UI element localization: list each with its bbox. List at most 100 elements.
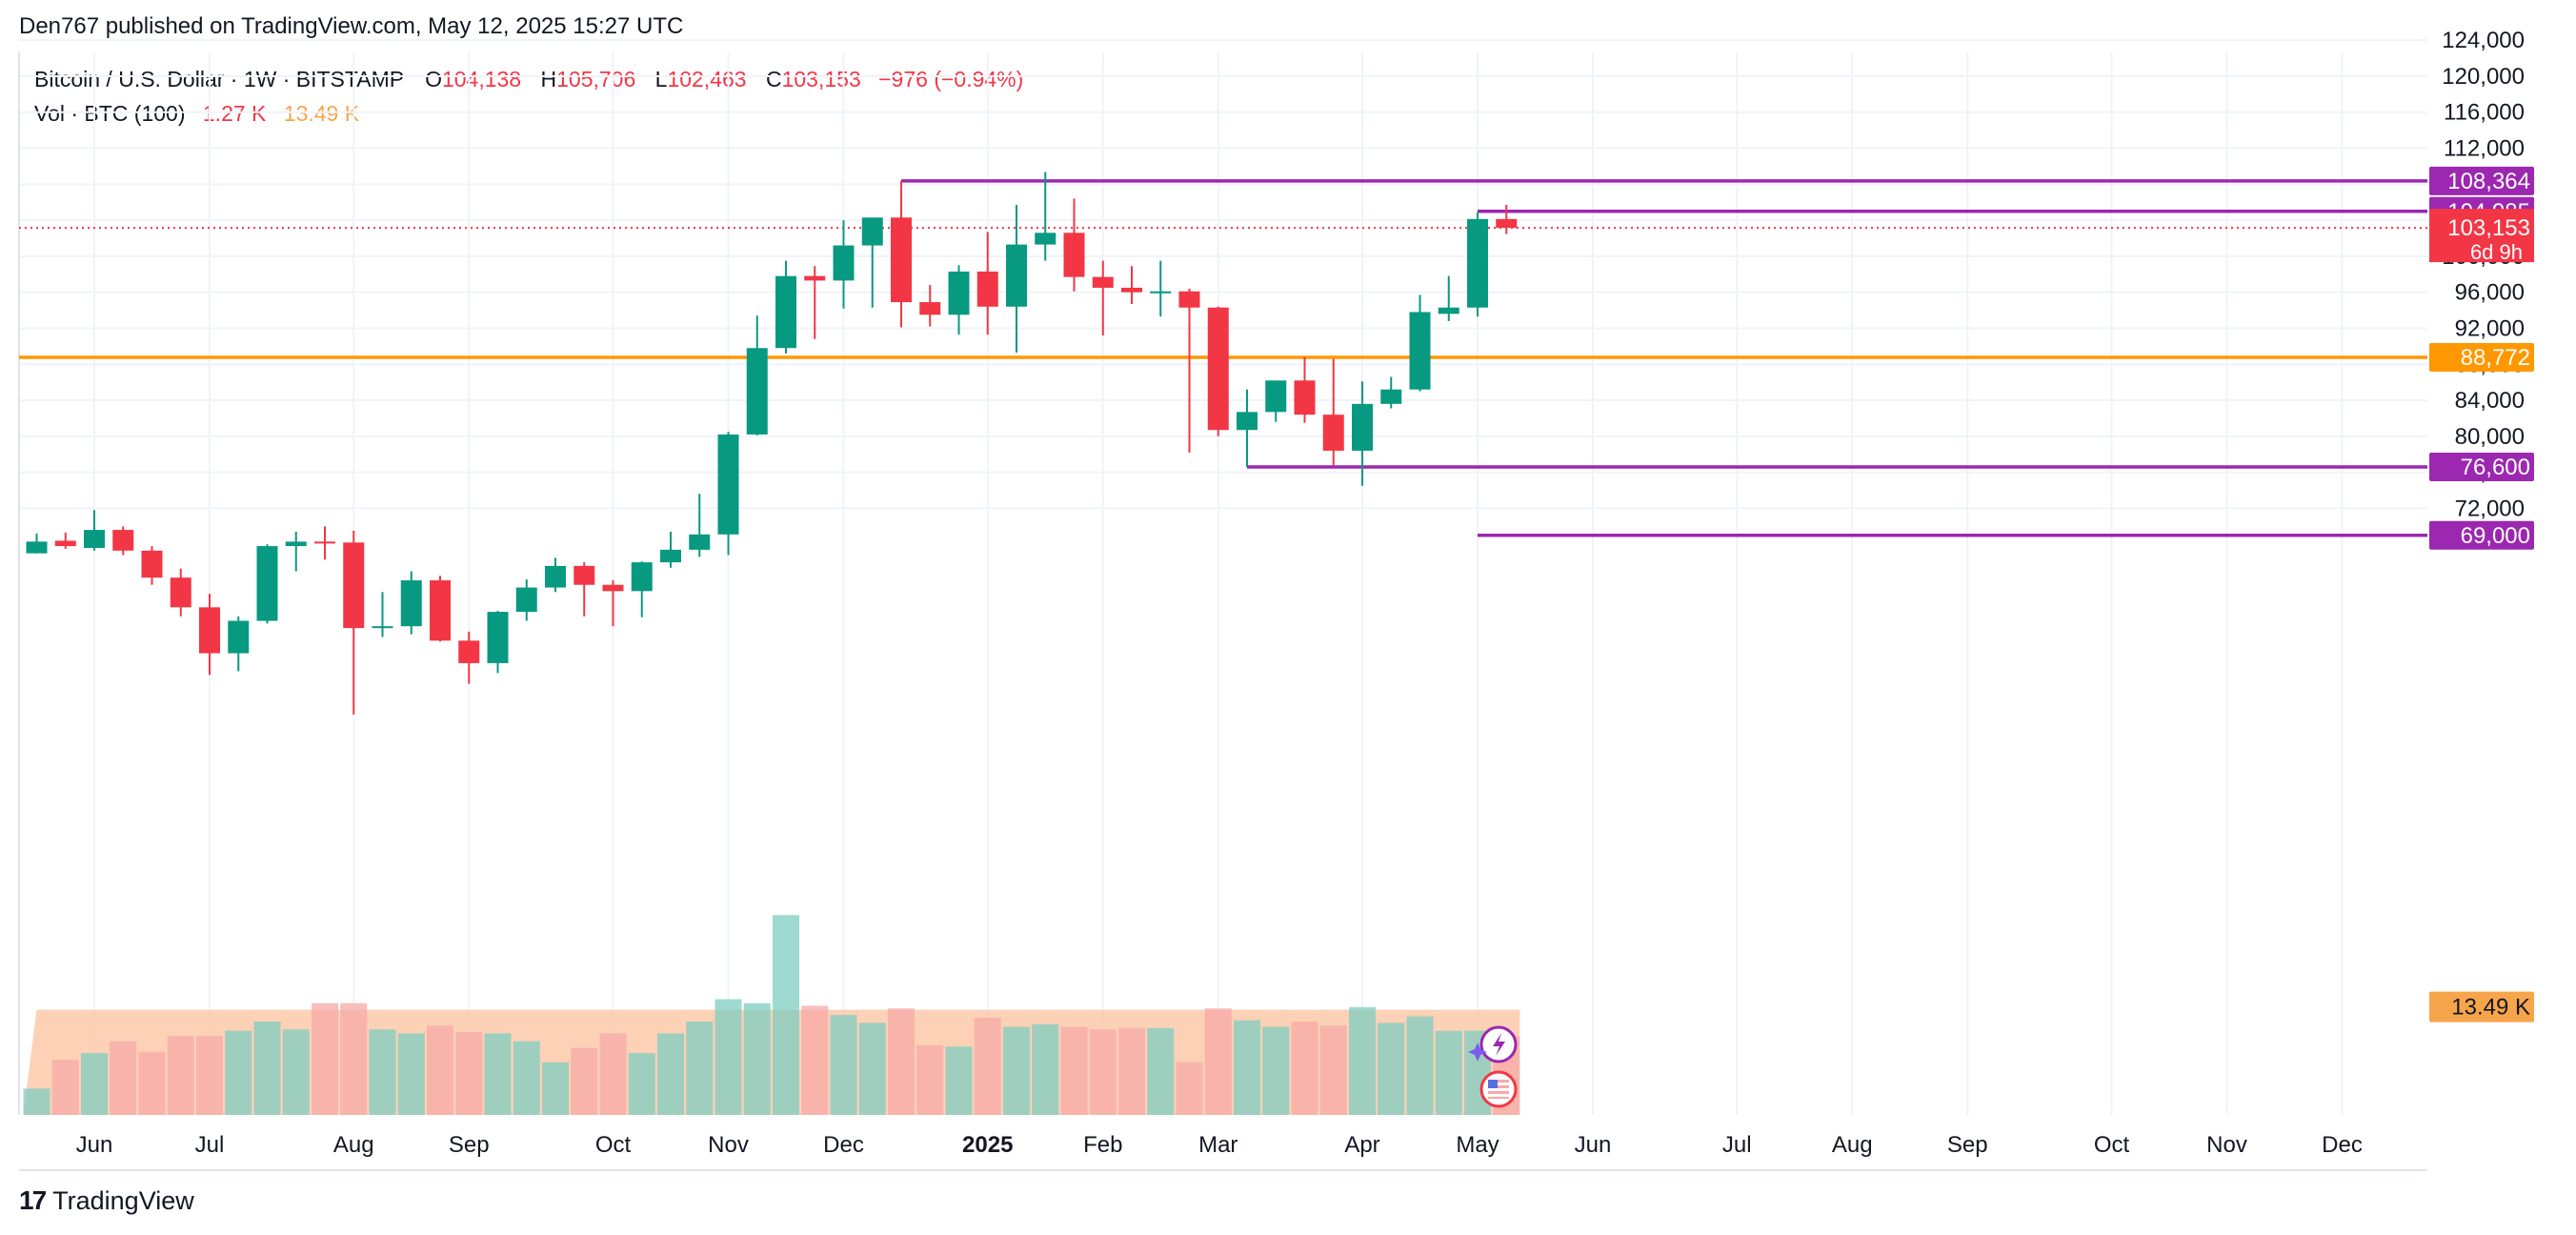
chart-icons (1468, 1025, 1518, 1108)
volume-bar (571, 1047, 598, 1115)
volume-bar (1032, 1023, 1059, 1115)
time-tick-label: May (1456, 1132, 1499, 1158)
candle-body (1063, 233, 1085, 277)
candle-body (1294, 380, 1316, 415)
volume-bar (714, 999, 742, 1115)
volume-label: Vol · BTC (100) (34, 101, 186, 126)
volume-ma-value: 13.49 K (283, 101, 360, 126)
volume-legend: Vol · BTC (100) 1.27 K 13.49 K (34, 101, 359, 127)
time-tick-label: Jul (1722, 1132, 1752, 1158)
price-tick-label: 80,000 (2455, 424, 2525, 450)
candle-body (1237, 412, 1258, 431)
support-76600-badge: 76,600 (2429, 452, 2534, 481)
low-value: 102,463 (667, 67, 747, 91)
candle-body (919, 302, 941, 315)
time-tick-label: Sep (449, 1132, 490, 1158)
time-tick-label: Sep (1947, 1132, 1988, 1158)
price-tick-label: 92,000 (2455, 315, 2525, 341)
last-price-badge-bg (2429, 209, 2534, 263)
volume-bar (1089, 1029, 1117, 1115)
candle-body (314, 541, 335, 544)
ohlc-legend: Bitcoin / U.S. Dollar · 1W · BITSTAMP O1… (34, 67, 1023, 92)
price-tick-label: 72,000 (2455, 496, 2525, 521)
candle-body (1092, 276, 1114, 288)
candle-body (574, 565, 595, 585)
volume-bar (484, 1033, 512, 1115)
candle-body (545, 565, 566, 588)
resistance-108364-badge: 108,364 (2429, 166, 2534, 195)
tradingview-logo-icon: 17 (19, 1185, 47, 1215)
volume-ma-area (23, 1009, 1520, 1115)
candle-body (487, 612, 509, 663)
candle-body (84, 530, 105, 548)
candle-body (515, 587, 537, 613)
volume-bar (312, 1002, 338, 1115)
volume-bar (830, 1015, 857, 1115)
volume-bar (1406, 1016, 1434, 1115)
volume-bar (1291, 1022, 1318, 1115)
volume-bar (974, 1017, 1001, 1115)
support-76600-badge-bg (2429, 452, 2534, 481)
close-value: 103,153 (781, 67, 861, 91)
candle-body (170, 577, 191, 608)
support-88772-badge-text: 88,772 (2461, 345, 2530, 371)
volume-bar (1319, 1025, 1347, 1115)
open-value: 104,138 (441, 67, 522, 91)
price-tick-label: 124,000 (2442, 28, 2525, 53)
candle-body (343, 542, 365, 629)
candle-body (1035, 233, 1057, 245)
volume-pane (23, 915, 1520, 1115)
volume-bar (1378, 1022, 1405, 1115)
candle-body (430, 579, 451, 641)
time-tick-label: Dec (823, 1132, 864, 1158)
flash-icon[interactable] (1468, 1025, 1518, 1063)
volume-bar (916, 1044, 944, 1115)
price-tick-label: 84,000 (2455, 388, 2525, 414)
candle-body (861, 217, 883, 246)
time-tick-label: Aug (333, 1132, 374, 1158)
candle-body (1409, 312, 1431, 390)
candle-body (199, 607, 220, 654)
candle-body (1178, 291, 1200, 308)
volume-bar (1234, 1020, 1260, 1115)
volume-bar (23, 1088, 50, 1115)
brand-label: TradingView (52, 1185, 194, 1215)
candle-body (717, 434, 739, 535)
time-tick-label: Oct (595, 1132, 632, 1158)
candle-body (631, 562, 653, 592)
volume-bar (801, 1005, 829, 1115)
volume-bar (81, 1053, 108, 1115)
volume-bar (455, 1032, 483, 1115)
support-76600-badge-text: 76,600 (2461, 455, 2530, 480)
support-88772-badge: 88,772 (2429, 342, 2534, 372)
candle-body (948, 271, 970, 315)
price-tick-label: 116,000 (2444, 100, 2525, 126)
time-tick-label: Mar (1198, 1132, 1238, 1158)
volume-bar (1204, 1008, 1232, 1115)
time-tick-label: 2025 (962, 1132, 1013, 1158)
candle-body (228, 620, 250, 654)
resistance-108364-badge-text: 108,364 (2447, 169, 2530, 194)
time-tick-label: Jun (76, 1132, 113, 1158)
resistance-108364-badge-bg (2429, 166, 2534, 195)
symbol-label: Bitcoin / U.S. Dollar · 1W · BITSTAMP (34, 67, 404, 91)
volume-ma-badge-bg (2429, 991, 2534, 1022)
volume-ma-badge-text: 13.49 K (2451, 995, 2530, 1021)
candle-body (775, 275, 796, 349)
high-label: H (540, 67, 557, 91)
volume-bar (138, 1051, 166, 1115)
candle-body (54, 540, 76, 547)
volume-bar (340, 1002, 368, 1115)
candle-body (1438, 307, 1459, 314)
price-axis: 72,00076,00080,00084,00088,00092,00096,0… (2429, 28, 2534, 1022)
close-label: C (765, 67, 782, 91)
volume-bar (743, 1002, 771, 1115)
support-69000-badge-bg (2429, 520, 2534, 550)
volume-bar (1435, 1030, 1462, 1115)
volume-bar (513, 1041, 540, 1115)
volume-bar (167, 1036, 194, 1115)
candle-body (1207, 307, 1229, 431)
us-flag-icon[interactable] (1479, 1070, 1518, 1108)
volume-bar (1176, 1062, 1203, 1115)
